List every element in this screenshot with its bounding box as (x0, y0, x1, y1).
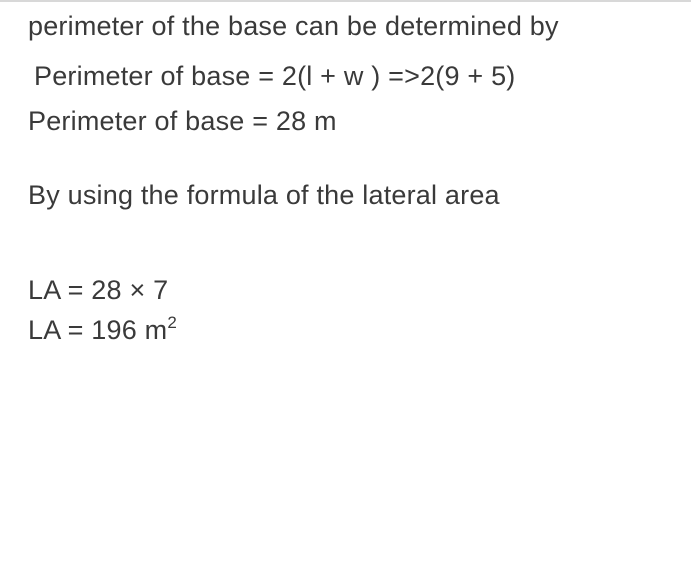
top-divider (0, 0, 691, 2)
text-perimeter-formula: Perimeter of base = 2(l + w ) =>2(9 + 5) (28, 58, 671, 94)
text-lateral-calc: LA = 28 × 7 (28, 272, 671, 308)
lateral-result-value: LA = 196 m (28, 315, 167, 345)
text-lateral-result: LA = 196 m2 (28, 312, 671, 348)
text-intro: perimeter of the base can be determined … (28, 8, 671, 44)
text-perimeter-result: Perimeter of base = 28 m (28, 103, 671, 139)
superscript-exponent: 2 (167, 313, 177, 332)
text-lateral-intro: By using the formula of the lateral area (28, 177, 671, 213)
